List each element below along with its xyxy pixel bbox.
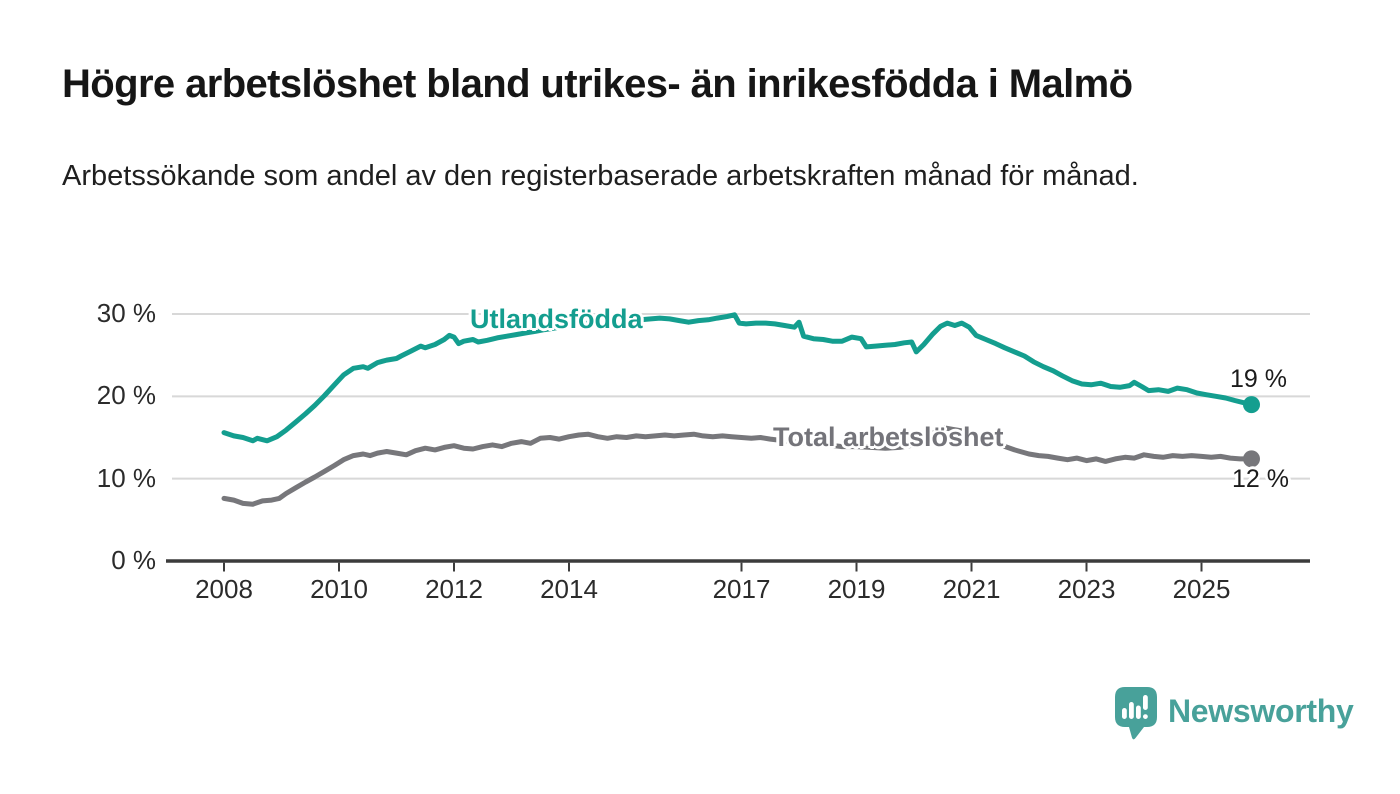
newsworthy-logo: Newsworthy xyxy=(1114,686,1354,742)
series-label-total-arbetsloshet: Total arbetslöshet xyxy=(773,422,1004,452)
chart-subtitle: Arbetssökande som andel av den registerb… xyxy=(62,160,1139,192)
logo-bar-2 xyxy=(1129,702,1134,719)
y-axis-label-10: 10 % xyxy=(96,462,156,493)
x-axis-label-2023: 2023 xyxy=(1057,574,1116,604)
logo-bar-3 xyxy=(1136,705,1141,719)
x-axis-label-2008: 2008 xyxy=(195,574,253,604)
series-label-utlandsfodda: Utlandsfödda xyxy=(470,304,643,334)
x-axis-label-2019: 2019 xyxy=(827,574,886,604)
logo-exclamation-dot xyxy=(1143,714,1148,719)
y-axis-label-0: 0 % xyxy=(111,545,156,575)
x-axis-label-2012: 2012 xyxy=(425,574,483,604)
y-axis-label-30: 30 % xyxy=(96,298,156,328)
y-axis-label-20: 20 % xyxy=(96,380,156,411)
x-axis-label-2025: 2025 xyxy=(1172,574,1231,604)
logo-bar-1 xyxy=(1122,708,1127,719)
newsworthy-wordmark: Newsworthy xyxy=(1168,693,1354,729)
x-axis-label-2010: 2010 xyxy=(310,574,368,604)
end-value-label-utlandsfodda: 19 % xyxy=(1230,365,1287,393)
end-value-label-total: 12 % xyxy=(1232,465,1289,493)
x-axis-label-2014: 2014 xyxy=(540,574,598,604)
total-end-dot xyxy=(1243,450,1260,468)
utlandsfodda-line xyxy=(221,312,1254,444)
x-axis-label-2021: 2021 xyxy=(942,574,1001,604)
total-line xyxy=(221,425,1254,507)
logo-exclamation-bar xyxy=(1143,695,1148,710)
chart-title: Högre arbetslöshet bland utrikes- än inr… xyxy=(62,62,1133,106)
utlandsfodda-end-dot xyxy=(1243,396,1260,414)
x-axis-label-2017: 2017 xyxy=(712,574,771,604)
newsworthy-logo-icon xyxy=(1115,687,1157,740)
